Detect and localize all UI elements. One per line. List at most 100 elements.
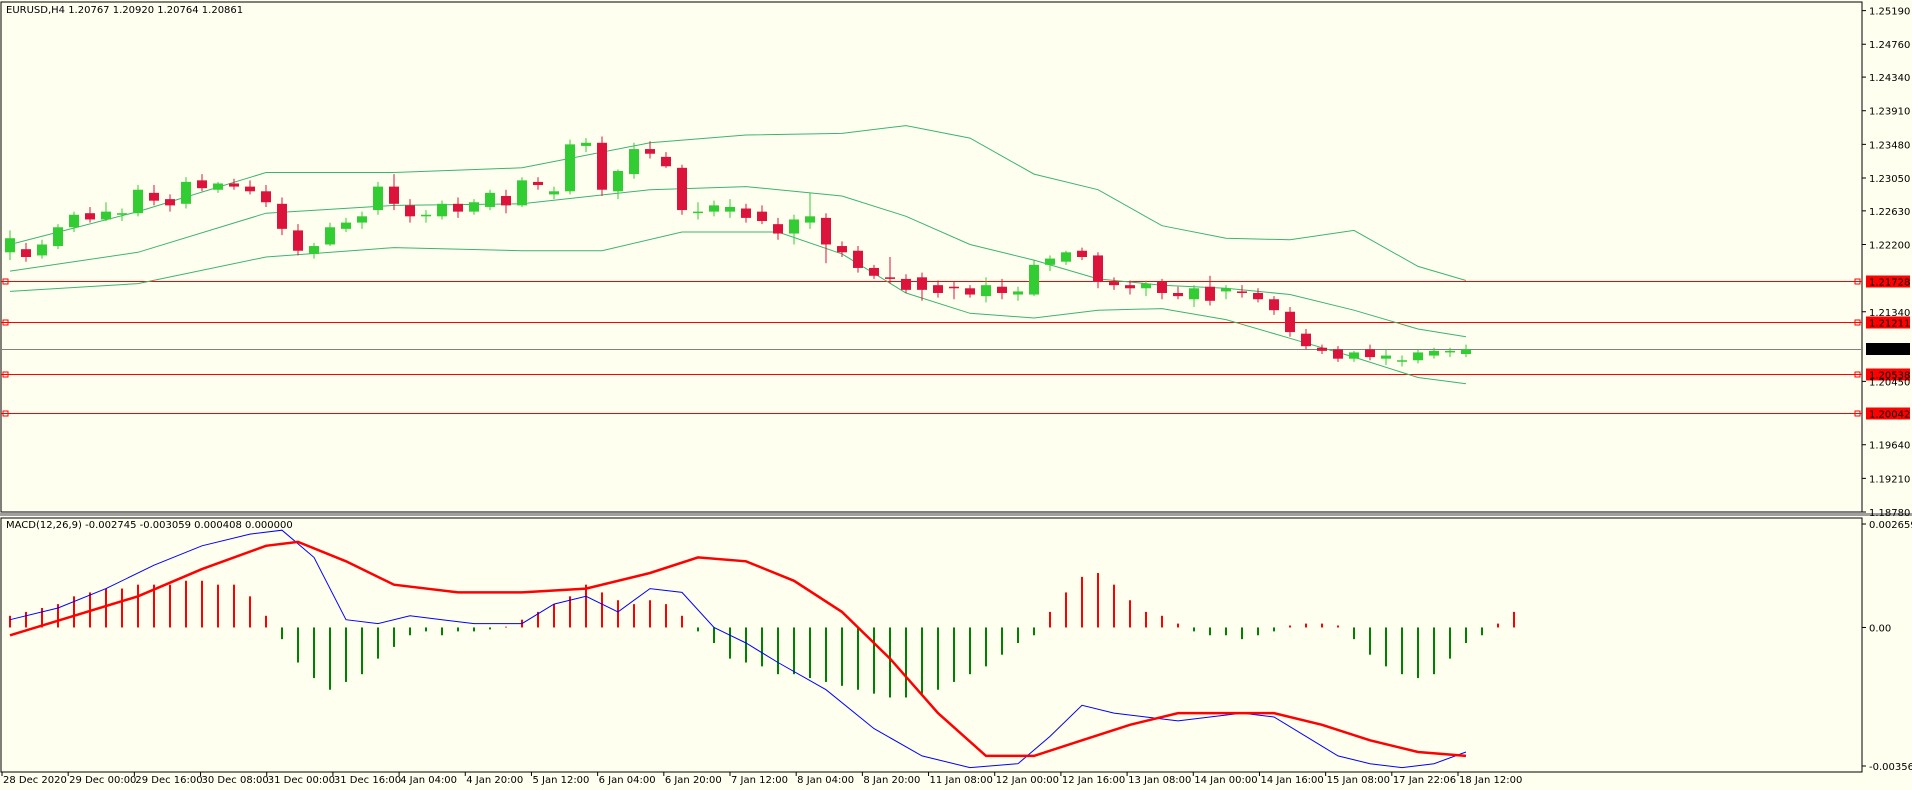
bull-candle[interactable] [53,227,63,247]
bear-candle[interactable] [1077,250,1087,257]
bear-candle[interactable] [1269,299,1279,311]
bull-candle[interactable] [357,216,367,223]
bear-candle[interactable] [901,278,911,290]
bull-candle[interactable] [629,149,639,175]
bear-candle[interactable] [597,142,607,190]
bear-candle[interactable] [821,217,831,245]
bull-candle[interactable] [1397,360,1407,362]
bull-candle[interactable] [213,183,223,190]
bull-candle[interactable] [1413,352,1423,361]
bull-candle[interactable] [1461,349,1471,354]
bull-candle[interactable] [789,219,799,234]
bull-candle[interactable] [1141,283,1151,289]
bear-candle[interactable] [1253,292,1263,300]
bear-candle[interactable] [1173,292,1183,297]
bear-candle[interactable] [1157,282,1167,293]
bear-candle[interactable] [965,288,975,295]
bear-candle[interactable] [277,203,287,229]
bull-candle[interactable] [1189,288,1199,300]
bear-candle[interactable] [1125,285,1135,289]
bear-candle[interactable] [1333,349,1343,359]
hline-handle-left[interactable] [2,410,9,417]
hline-handle-right[interactable] [1854,278,1861,285]
bull-candle[interactable] [981,285,991,297]
bull-candle[interactable] [725,206,735,212]
bear-candle[interactable] [1237,291,1247,293]
bull-candle[interactable] [37,244,47,256]
bear-candle[interactable] [853,250,863,268]
price-panel[interactable] [0,1,1912,516]
bear-candle[interactable] [885,277,895,279]
hline-handle-left[interactable] [2,319,9,326]
bull-candle[interactable] [117,213,127,215]
bear-candle[interactable] [741,208,751,218]
bull-candle[interactable] [69,214,79,228]
bull-candle[interactable] [5,238,15,253]
bear-candle[interactable] [165,199,175,206]
bear-candle[interactable] [229,183,239,187]
bear-candle[interactable] [757,211,767,222]
bull-candle[interactable] [485,192,495,207]
bear-candle[interactable] [85,213,95,220]
bear-candle[interactable] [533,181,543,186]
bear-candle[interactable] [405,205,415,217]
bear-candle[interactable] [837,246,847,253]
bull-candle[interactable] [1061,252,1071,262]
bear-candle[interactable] [773,224,783,234]
bear-candle[interactable] [1317,347,1327,351]
panel-separator[interactable] [0,513,1912,516]
hline-handle-right[interactable] [1854,410,1861,417]
bear-candle[interactable] [1285,311,1295,333]
bull-candle[interactable] [421,214,431,217]
bear-candle[interactable] [677,167,687,211]
bull-candle[interactable] [133,189,143,214]
bear-candle[interactable] [917,277,927,290]
bear-candle[interactable] [933,285,943,293]
bear-candle[interactable] [1093,255,1103,283]
bull-candle[interactable] [373,186,383,211]
bear-candle[interactable] [1109,282,1119,286]
bear-candle[interactable] [501,195,511,206]
hline-handle-left[interactable] [2,371,9,378]
bear-candle[interactable] [245,186,255,192]
bull-candle[interactable] [1381,355,1391,359]
bear-candle[interactable] [949,286,959,289]
bull-candle[interactable] [1429,350,1439,356]
bear-candle[interactable] [21,249,31,257]
bear-candle[interactable] [293,230,303,251]
bull-candle[interactable] [309,246,319,254]
hline-handle-right[interactable] [1854,319,1861,326]
bull-candle[interactable] [1445,350,1455,353]
bear-candle[interactable] [997,286,1007,293]
bull-candle[interactable] [693,211,703,214]
bull-candle[interactable] [181,181,191,204]
bull-candle[interactable] [565,144,575,192]
bear-candle[interactable] [661,156,671,167]
bull-candle[interactable] [1029,264,1039,295]
bull-candle[interactable] [325,227,335,245]
bear-candle[interactable] [1301,333,1311,347]
bull-candle[interactable] [549,191,559,195]
bull-candle[interactable] [1349,352,1359,359]
bull-candle[interactable] [613,170,623,192]
bull-candle[interactable] [341,222,351,229]
bear-candle[interactable] [389,186,399,204]
hline-handle-left[interactable] [2,278,9,285]
bear-candle[interactable] [645,149,655,154]
bull-candle[interactable] [1221,288,1231,292]
hline-handle-right[interactable] [1854,371,1861,378]
bear-candle[interactable] [261,191,271,203]
bear-candle[interactable] [1365,349,1375,358]
macd-panel[interactable] [0,517,1863,773]
bull-candle[interactable] [1045,258,1055,265]
bull-candle[interactable] [437,203,447,217]
bear-candle[interactable] [1205,286,1215,301]
bull-candle[interactable] [469,202,479,212]
bear-candle[interactable] [197,180,207,189]
bear-candle[interactable] [453,203,463,212]
bear-candle[interactable] [149,192,159,201]
bull-candle[interactable] [581,142,591,146]
bear-candle[interactable] [869,267,879,276]
bull-candle[interactable] [517,180,527,206]
